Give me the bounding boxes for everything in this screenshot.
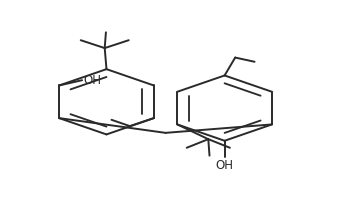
Text: OH: OH (216, 159, 234, 172)
Text: OH: OH (84, 74, 102, 87)
